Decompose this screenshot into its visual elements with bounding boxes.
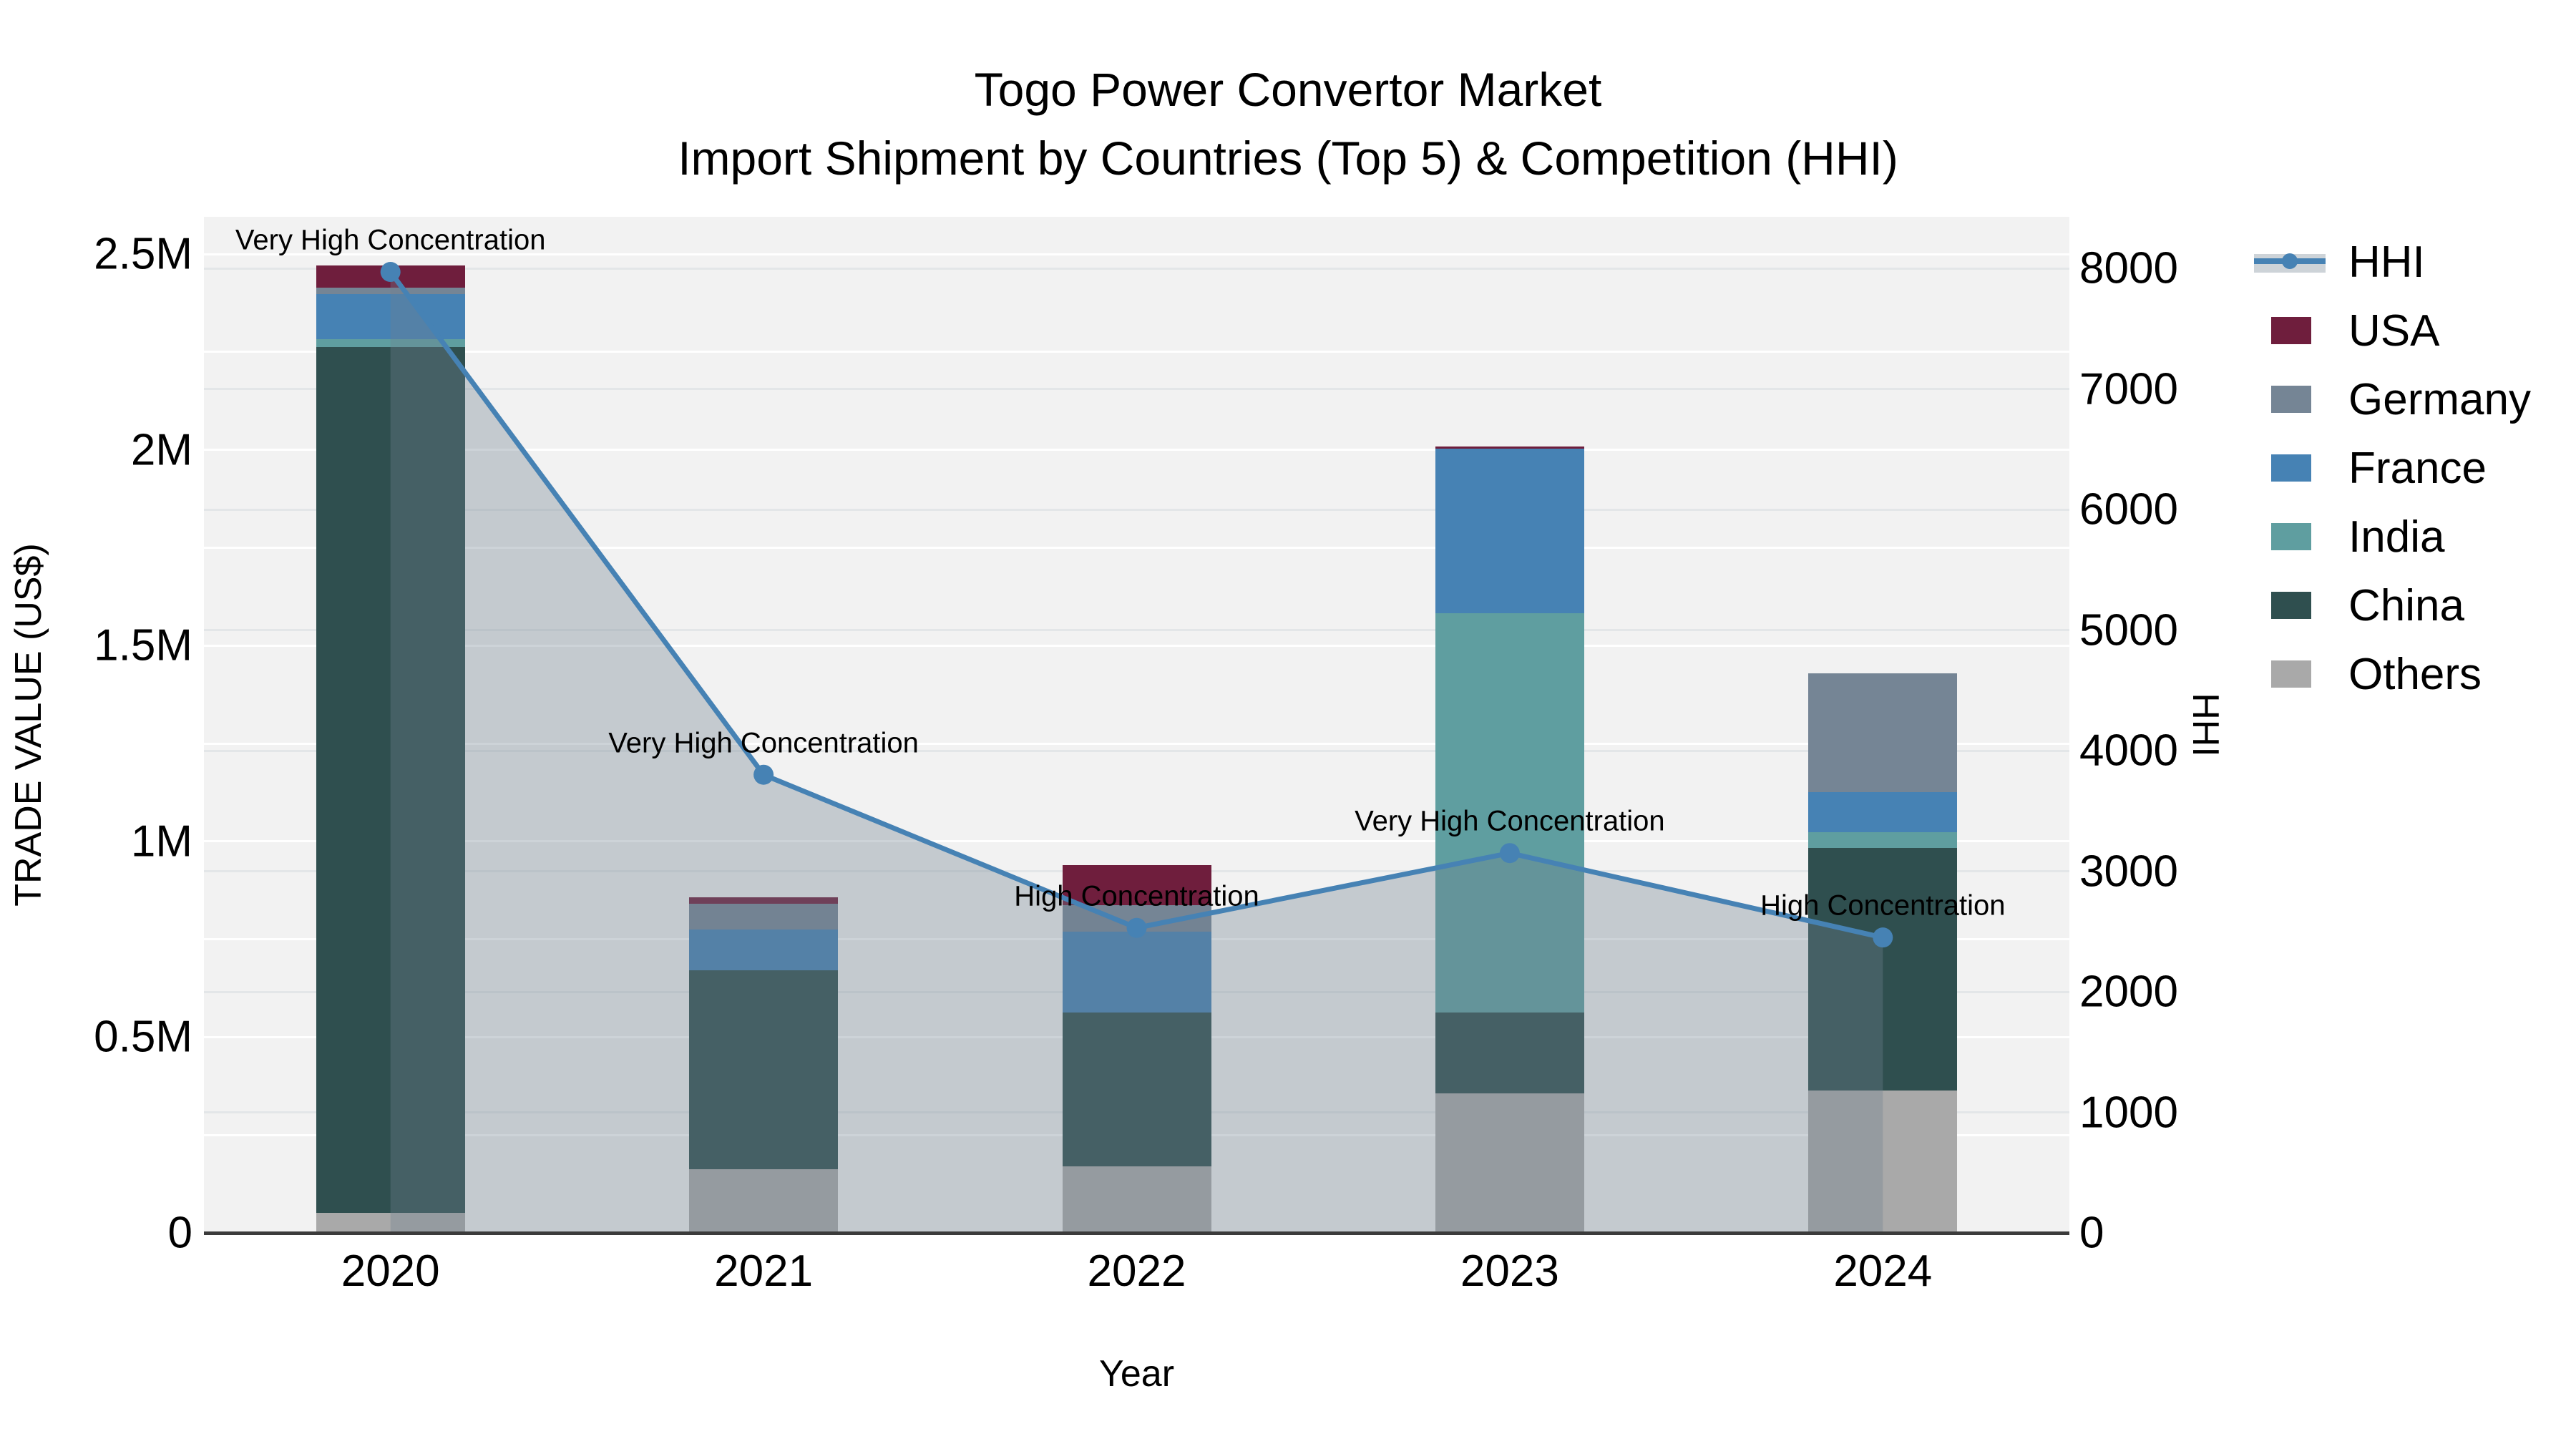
gridline-right-axis: [204, 508, 2069, 511]
left-tick-2.5M: 2.5M: [94, 229, 192, 279]
left-tick-1.5M: 1.5M: [94, 620, 192, 670]
legend: HHI USA Germany France India China Others: [2254, 228, 2531, 708]
bar-segment-germany-2021: [689, 903, 839, 930]
x-axis-line: [204, 1231, 2069, 1235]
right-tick-7000: 7000: [2079, 364, 2178, 414]
right-tick-8000: 8000: [2079, 243, 2178, 293]
gridline-left-axis: [204, 351, 2069, 353]
x-tick-2022: 2022: [1087, 1246, 1186, 1296]
bar-segment-others-2023: [1435, 1093, 1584, 1233]
left-tick-0.5M: 0.5M: [94, 1012, 192, 1062]
bar-segment-others-2020: [316, 1213, 465, 1233]
bar-segment-usa-2023: [1435, 447, 1584, 449]
chart-title: Togo Power Convertor Market Import Shipm…: [0, 56, 2576, 192]
bar-segment-india-2024: [1808, 831, 1958, 849]
bar-segment-germany-2024: [1808, 673, 1958, 792]
bar-segment-china-2022: [1062, 1012, 1211, 1166]
bar-segment-others-2021: [689, 1169, 839, 1233]
legend-label: Germany: [2348, 374, 2531, 424]
legend-swatch-icon: [2254, 660, 2333, 688]
bar-segment-china-2023: [1435, 1012, 1584, 1094]
bar-segment-china-2021: [689, 970, 839, 1170]
bar-segment-france-2022: [1062, 932, 1211, 1013]
hhi-marker-2020: [380, 262, 401, 283]
legend-swatch-icon: [2254, 386, 2333, 413]
legend-swatch-icon: [2254, 592, 2333, 619]
bar-segment-germany-2020: [316, 287, 465, 295]
legend-item-germany: Germany: [2254, 365, 2531, 434]
annotation-2022: High Concentration: [1014, 880, 1259, 912]
legend-label: India: [2348, 512, 2445, 562]
x-tick-2020: 2020: [341, 1246, 440, 1296]
right-tick-0: 0: [2079, 1208, 2104, 1258]
hhi-marker-2024: [1873, 927, 1893, 948]
bar-segment-india-2020: [316, 339, 465, 348]
annotation-2024: High Concentration: [1760, 889, 2006, 922]
bar-segment-usa-2021: [689, 897, 839, 904]
x-axis-title: Year: [1098, 1353, 1175, 1395]
right-tick-5000: 5000: [2079, 605, 2178, 655]
annotation-2023: Very High Concentration: [1355, 805, 1665, 837]
bar-segment-india-2023: [1435, 613, 1584, 1013]
right-tick-2000: 2000: [2079, 967, 2178, 1017]
gridline-right-axis: [204, 749, 2069, 752]
bar-segment-others-2022: [1062, 1166, 1211, 1233]
bar-segment-china-2024: [1808, 848, 1958, 1091]
annotation-2021: Very High Concentration: [608, 727, 919, 759]
legend-line-icon: [2254, 248, 2333, 275]
legend-swatch-icon: [2254, 454, 2333, 482]
left-axis-title: TRADE VALUE (US$): [8, 543, 49, 907]
legend-item-china: China: [2254, 571, 2531, 640]
legend-item-hhi: HHI: [2254, 228, 2531, 296]
bar-segment-france-2021: [689, 930, 839, 970]
hhi-marker-2021: [753, 764, 774, 785]
legend-item-india: India: [2254, 502, 2531, 571]
left-tick-0: 0: [167, 1208, 192, 1258]
right-tick-3000: 3000: [2079, 847, 2178, 896]
bar-segment-usa-2022: [1062, 865, 1211, 905]
gridline-right-axis: [204, 629, 2069, 631]
x-tick-2024: 2024: [1833, 1246, 1933, 1296]
x-tick-2021: 2021: [714, 1246, 814, 1296]
left-tick-2M: 2M: [130, 425, 192, 475]
gridline-right-axis: [204, 267, 2069, 270]
hhi-marker-2022: [1126, 917, 1147, 938]
legend-item-france: France: [2254, 434, 2531, 502]
right-axis-title: HHI: [2185, 693, 2226, 757]
bar-segment-france-2024: [1808, 791, 1958, 832]
legend-label: HHI: [2348, 237, 2425, 287]
gridline-left-axis: [204, 546, 2069, 549]
legend-label: USA: [2348, 306, 2440, 356]
legend-swatch-icon: [2254, 523, 2333, 550]
gridline-left-axis: [204, 840, 2069, 843]
x-tick-2023: 2023: [1460, 1246, 1559, 1296]
legend-item-others: Others: [2254, 640, 2531, 708]
gridline-left-axis: [204, 253, 2069, 255]
chart-title-line2: Import Shipment by Countries (Top 5) & C…: [678, 131, 1898, 185]
annotation-2020: Very High Concentration: [235, 224, 546, 256]
gridline-left-axis: [204, 742, 2069, 745]
right-tick-1000: 1000: [2079, 1088, 2178, 1137]
left-tick-1M: 1M: [130, 816, 192, 867]
bar-segment-others-2024: [1808, 1090, 1958, 1233]
hhi-marker-2023: [1499, 843, 1520, 864]
right-tick-4000: 4000: [2079, 726, 2178, 776]
gridline-right-axis: [204, 388, 2069, 390]
bar-segment-france-2023: [1435, 448, 1584, 613]
legend-item-usa: USA: [2254, 296, 2531, 365]
legend-label: China: [2348, 580, 2464, 630]
legend-label: Others: [2348, 649, 2482, 699]
gridline-left-axis: [204, 449, 2069, 452]
bar-segment-france-2020: [316, 294, 465, 340]
legend-label: France: [2348, 443, 2487, 493]
bar-segment-china-2020: [316, 347, 465, 1214]
legend-swatch-icon: [2254, 317, 2333, 344]
chart-title-line1: Togo Power Convertor Market: [974, 63, 1602, 116]
hhi-area-fill: [390, 272, 1883, 1234]
gridline-left-axis: [204, 644, 2069, 647]
right-tick-6000: 6000: [2079, 484, 2178, 535]
